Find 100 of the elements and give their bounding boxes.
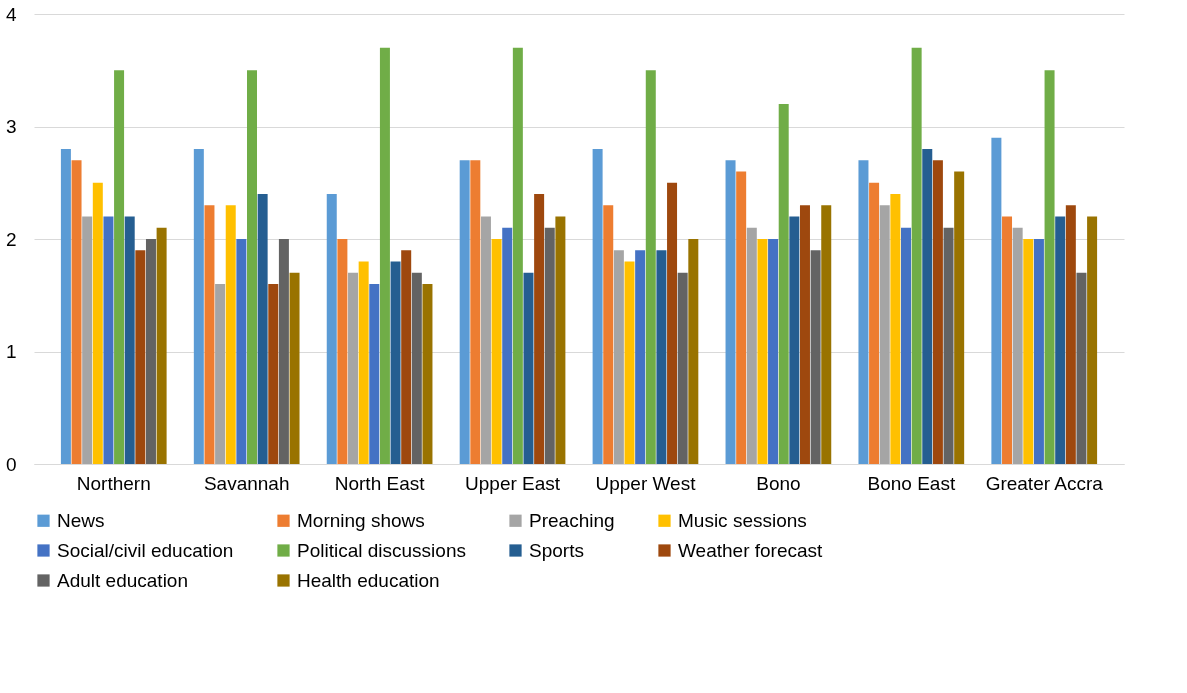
bar	[879, 205, 890, 464]
bar	[289, 272, 300, 464]
bar	[645, 70, 656, 464]
bar	[592, 149, 603, 464]
x-tick-label: Upper East	[465, 472, 561, 494]
bar	[411, 272, 422, 464]
x-tick-label: Savannah	[203, 472, 290, 494]
bar	[348, 272, 359, 464]
bar	[635, 250, 646, 464]
bar	[991, 137, 1002, 464]
y-tick-label: 4	[5, 3, 17, 25]
legend-label: Adult education	[57, 569, 188, 591]
bar	[502, 227, 513, 464]
bar	[1087, 216, 1098, 464]
bar	[523, 272, 534, 464]
bar	[1002, 216, 1013, 464]
bar	[688, 239, 699, 464]
x-tick-label: Northern	[76, 472, 151, 494]
bar	[869, 182, 880, 464]
legend-label: Sports	[529, 539, 584, 561]
legend-label: Social/civil education	[57, 539, 234, 561]
bar	[858, 160, 869, 464]
bar	[60, 149, 71, 464]
legend-label: Weather forecast	[678, 539, 824, 561]
bar	[1055, 216, 1066, 464]
bar	[555, 216, 566, 464]
y-tick-label: 2	[5, 228, 17, 250]
bar	[268, 284, 279, 464]
bar	[1044, 70, 1055, 464]
y-tick-label: 3	[5, 116, 17, 137]
bar	[358, 261, 369, 464]
bar	[278, 239, 289, 464]
bar	[954, 171, 965, 464]
legend-label: Health education	[297, 569, 440, 591]
bar	[124, 216, 135, 464]
bar	[901, 227, 911, 464]
bar	[422, 284, 433, 464]
bar	[736, 171, 747, 464]
legend-label: Political discussions	[297, 539, 466, 561]
bar	[1076, 272, 1087, 464]
bar	[145, 239, 156, 464]
bar	[491, 239, 502, 464]
bar	[603, 205, 614, 464]
bar	[757, 239, 768, 464]
bar	[480, 216, 491, 464]
bar	[82, 216, 93, 464]
bar	[236, 239, 247, 464]
bar	[379, 47, 390, 464]
x-tick-label: Upper West	[595, 472, 697, 494]
legend-label: Music sessions	[678, 509, 807, 531]
bar	[677, 272, 688, 464]
bar	[821, 205, 832, 464]
bar	[204, 205, 215, 464]
legend-label: News	[57, 509, 105, 531]
bar	[890, 194, 901, 464]
bar	[215, 284, 226, 464]
bar	[922, 149, 933, 464]
bar	[534, 194, 545, 464]
bar	[656, 250, 667, 464]
bar	[135, 250, 146, 464]
bar	[613, 250, 624, 464]
bar	[92, 182, 103, 464]
bar	[512, 47, 523, 464]
legend-label: Morning shows	[297, 509, 425, 531]
bar	[459, 160, 470, 464]
bar	[156, 227, 167, 464]
bar	[401, 250, 412, 464]
bar	[257, 194, 268, 464]
x-tick-label: Bono East	[867, 472, 956, 494]
bar	[390, 261, 401, 464]
bar	[247, 70, 257, 464]
bar	[943, 227, 954, 464]
x-tick-label: Greater Accra	[985, 472, 1104, 494]
bar	[337, 239, 348, 464]
bar	[1023, 239, 1034, 464]
bar	[326, 194, 337, 464]
bar	[369, 284, 380, 464]
bar	[1012, 227, 1023, 464]
legend-label: Preaching	[529, 509, 615, 531]
bar	[746, 227, 757, 464]
bar	[1033, 239, 1044, 464]
bar	[470, 160, 481, 464]
bar	[789, 216, 800, 464]
bar	[778, 104, 789, 464]
bar	[624, 261, 635, 464]
bar	[71, 160, 82, 464]
bar	[225, 205, 236, 464]
bar	[544, 227, 555, 464]
y-tick-label: 1	[5, 341, 17, 362]
bar	[1065, 205, 1076, 464]
bar	[114, 70, 125, 464]
bar	[932, 160, 943, 464]
bar	[768, 239, 779, 464]
bar	[810, 250, 821, 464]
y-tick-label: 0	[5, 453, 17, 475]
x-tick-label: North East	[334, 472, 426, 494]
bar	[799, 205, 810, 464]
bar	[103, 216, 114, 464]
x-tick-label: Bono	[756, 472, 801, 494]
bar	[667, 182, 678, 464]
